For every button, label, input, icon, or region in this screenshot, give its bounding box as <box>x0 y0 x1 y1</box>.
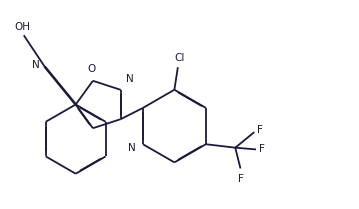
Text: OH: OH <box>14 22 30 32</box>
Text: N: N <box>128 143 136 153</box>
Text: F: F <box>238 174 243 184</box>
Text: N: N <box>32 60 39 70</box>
Text: Cl: Cl <box>174 53 185 63</box>
Text: F: F <box>260 144 265 154</box>
Text: O: O <box>87 64 95 74</box>
Text: F: F <box>257 125 263 135</box>
Text: N: N <box>126 74 134 84</box>
